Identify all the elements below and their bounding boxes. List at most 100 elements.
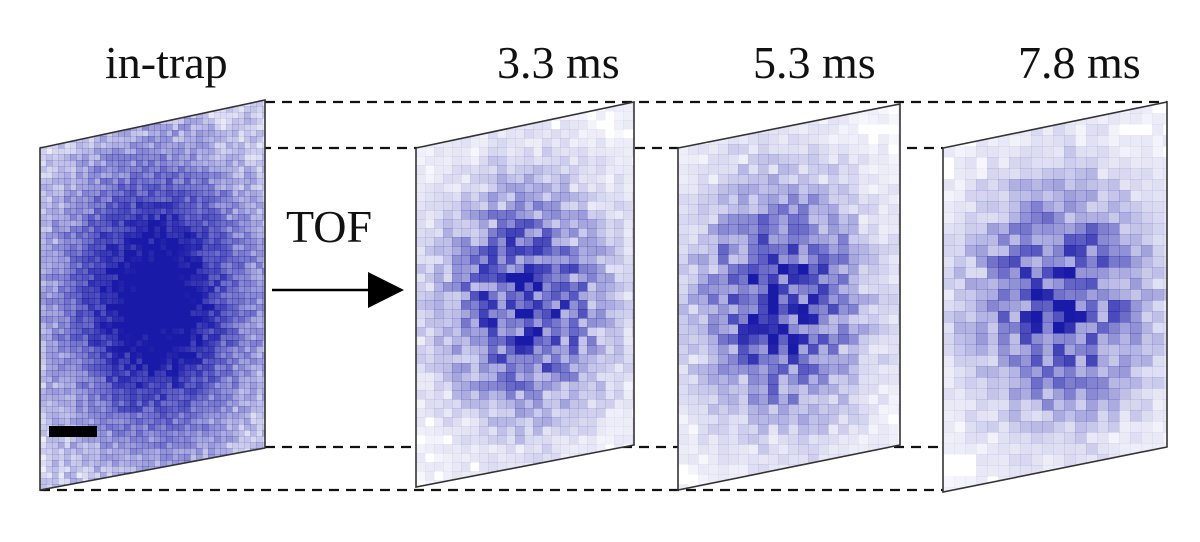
density-pixel: [698, 174, 709, 185]
density-pixel: [987, 399, 999, 411]
density-pixel: [88, 112, 95, 119]
density-pixel: [605, 435, 615, 445]
density-pixel: [256, 292, 263, 299]
density-pixel: [148, 226, 155, 233]
density-pixel: [688, 404, 699, 415]
density-pixel: [100, 124, 107, 131]
density-pixel: [1031, 388, 1043, 400]
density-pixel: [596, 426, 606, 436]
density-pixel: [738, 384, 749, 395]
density-pixel: [542, 426, 552, 436]
density-pixel: [166, 244, 173, 251]
density-pixel: [738, 354, 749, 365]
density-pixel: [1020, 300, 1032, 312]
density-pixel: [256, 286, 263, 293]
density-pixel: [88, 238, 95, 245]
density-pixel: [596, 372, 606, 382]
density-pixel: [425, 426, 435, 436]
density-pixel: [443, 210, 453, 220]
density-pixel: [560, 363, 570, 373]
density-pixel: [94, 466, 101, 473]
density-pixel: [479, 183, 489, 193]
density-pixel: [124, 316, 131, 323]
density-pixel: [40, 304, 47, 311]
density-pixel: [452, 381, 462, 391]
density-pixel: [238, 154, 245, 161]
density-pixel: [202, 424, 209, 431]
density-pixel: [136, 226, 143, 233]
density-pixel: [768, 314, 779, 325]
density-pixel: [1064, 333, 1076, 345]
density-pixel: [40, 376, 47, 383]
density-pixel: [533, 309, 543, 319]
density-pixel: [808, 414, 819, 425]
density-pixel: [425, 273, 435, 283]
density-pixel: [208, 472, 215, 479]
density-pixel: [515, 300, 525, 310]
density-pixel: [106, 322, 113, 329]
density-pixel: [416, 444, 426, 454]
density-pixel: [130, 406, 137, 413]
density-pixel: [100, 400, 107, 407]
density-pixel: [52, 190, 59, 197]
density-pixel: [238, 280, 245, 287]
density-pixel: [40, 184, 47, 191]
density-pixel: [52, 280, 59, 287]
density-pixel: [244, 316, 251, 323]
density-pixel: [220, 286, 227, 293]
density-pixel: [768, 334, 779, 345]
density-pixel: [256, 454, 263, 461]
density-pixel: [208, 226, 215, 233]
density-pixel: [64, 130, 71, 137]
density-pixel: [698, 374, 709, 385]
density-pixel: [178, 352, 185, 359]
density-pixel: [443, 354, 453, 364]
density-pixel: [758, 464, 769, 475]
density-pixel: [718, 144, 729, 155]
density-pixel: [728, 144, 739, 155]
density-pixel: [718, 174, 729, 185]
density-pixel: [208, 250, 215, 257]
density-pixel: [202, 220, 209, 227]
density-pixel: [130, 136, 137, 143]
density-pixel: [605, 201, 615, 211]
density-pixel: [987, 267, 999, 279]
density-pixel: [214, 376, 221, 383]
density-pixel: [130, 442, 137, 449]
density-pixel: [250, 424, 257, 431]
density-pixel: [148, 184, 155, 191]
density-pixel: [888, 404, 899, 415]
density-pixel: [898, 384, 900, 395]
density-pixel: [1130, 212, 1142, 224]
density-pixel: [587, 120, 597, 130]
density-pixel: [596, 417, 606, 427]
density-pixel: [542, 354, 552, 364]
density-pixel: [226, 112, 233, 119]
density-pixel: [998, 212, 1010, 224]
density-pixel: [524, 363, 534, 373]
density-pixel: [425, 165, 435, 175]
density-pixel: [1152, 300, 1164, 312]
density-pixel: [688, 334, 699, 345]
density-pixel: [748, 364, 759, 375]
density-pixel: [1042, 212, 1054, 224]
density-pixel: [443, 336, 453, 346]
density-pixel: [172, 424, 179, 431]
density-pixel: [425, 363, 435, 373]
density-pixel: [587, 174, 597, 184]
density-pixel: [443, 282, 453, 292]
density-pixel: [515, 381, 525, 391]
density-pixel: [166, 196, 173, 203]
density-pixel: [976, 190, 988, 202]
density-pixel: [58, 310, 65, 317]
density-pixel: [166, 304, 173, 311]
density-pixel: [208, 382, 215, 389]
density-pixel: [40, 340, 47, 347]
density-pixel: [82, 190, 89, 197]
density-pixel: [596, 201, 606, 211]
density-pixel: [196, 358, 203, 365]
density-pixel: [46, 322, 53, 329]
density-pixel: [998, 245, 1010, 257]
density-pixel: [1009, 278, 1021, 290]
density-pixel: [76, 370, 83, 377]
